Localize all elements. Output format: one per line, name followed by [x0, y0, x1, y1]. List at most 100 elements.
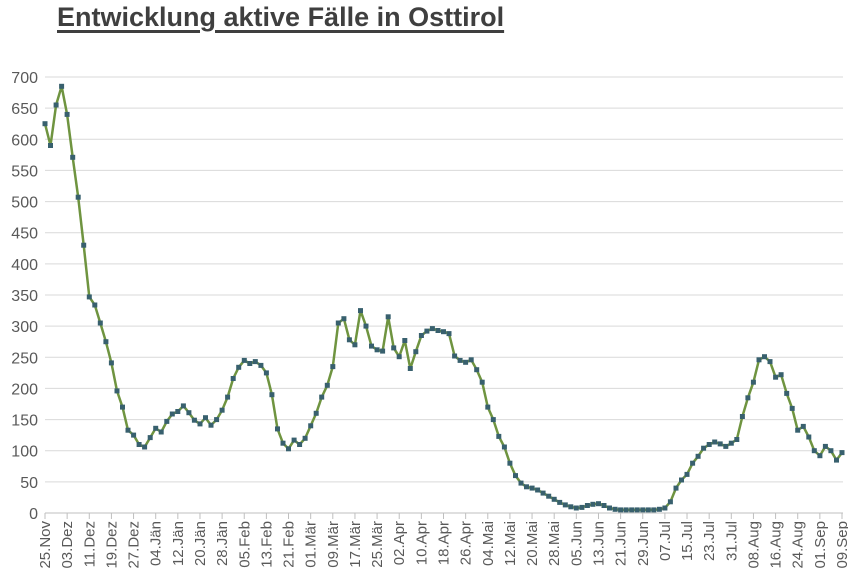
x-tick-label: 24.Aug [790, 521, 807, 569]
data-point-marker [191, 417, 197, 423]
data-point-marker [269, 392, 275, 398]
data-point-marker [53, 102, 59, 108]
x-tick-label: 21.Jun [613, 521, 630, 566]
data-point-marker [607, 505, 612, 511]
data-point-marker [728, 440, 734, 446]
data-point-marker [518, 480, 524, 486]
data-point-marker [490, 417, 496, 423]
data-point-marker [546, 493, 552, 499]
data-point-marker [352, 342, 358, 348]
data-point-marker [258, 362, 264, 368]
x-tick-label: 05.Jun [568, 521, 585, 566]
data-point-marker [81, 242, 87, 248]
data-point-marker [496, 433, 502, 439]
data-point-marker [540, 490, 546, 496]
x-axis-ticks [44, 513, 843, 519]
data-point-marker [690, 460, 696, 466]
data-point-marker [712, 439, 718, 445]
data-point-marker [750, 379, 756, 385]
data-point-marker [468, 357, 474, 363]
data-point-marker [618, 507, 624, 513]
x-tick-label: 26.Apr [458, 521, 475, 565]
data-point-marker [219, 407, 225, 413]
data-point-marker [335, 320, 341, 326]
data-point-marker [48, 143, 53, 148]
data-point-marker [197, 421, 203, 427]
data-point-marker [629, 507, 635, 513]
data-point-marker [706, 442, 712, 447]
data-point-marker [92, 302, 98, 308]
data-point-marker [573, 505, 579, 511]
data-point-marker [142, 444, 148, 450]
y-axis-labels: 0 50 100 150 200 250 300 350 400 450 500 550 600 650 7… [11, 70, 38, 523]
y-tick-label: 600 [11, 132, 38, 149]
data-point-marker [513, 473, 518, 479]
data-point-marker [153, 425, 159, 431]
data-point-marker [252, 359, 258, 365]
x-tick-label: 10.Apr [413, 521, 430, 565]
data-point-marker [507, 460, 513, 466]
data-point-marker [745, 395, 751, 401]
data-point-marker [86, 294, 92, 300]
x-tick-label: 13.Jun [590, 521, 607, 566]
y-tick-label: 650 [11, 101, 38, 118]
data-point-marker [667, 499, 673, 505]
data-point-marker [114, 388, 120, 394]
y-tick-label: 400 [11, 257, 38, 274]
data-point-marker [762, 354, 767, 360]
data-point-marker [125, 427, 131, 433]
x-tick-label: 04.Jän [148, 521, 165, 566]
y-tick-label: 200 [11, 381, 38, 398]
y-tick-label: 450 [11, 226, 38, 243]
x-tick-label: 28.Jän [214, 521, 231, 566]
data-point-marker [147, 435, 153, 441]
data-point-marker [42, 121, 48, 127]
x-tick-label: 04.Mai [480, 521, 497, 566]
data-point-marker [645, 507, 651, 513]
data-point-marker [474, 367, 480, 373]
data-point-marker [562, 502, 568, 508]
chart-title: Entwicklung aktive Fälle in Osttirol [57, 2, 505, 32]
y-tick-label: 500 [11, 195, 38, 212]
data-point-marker [302, 435, 308, 441]
data-point-marker [391, 345, 397, 351]
x-tick-label: 03.Dez [59, 521, 76, 569]
data-point-marker [286, 446, 291, 452]
data-point-marker [203, 415, 208, 421]
x-tick-label: 29.Jun [635, 521, 652, 566]
data-point-marker [429, 326, 435, 332]
data-point-marker [584, 503, 590, 508]
data-point-marker [773, 374, 779, 380]
data-point-marker [402, 338, 408, 343]
x-tick-label: 19.Dez [103, 521, 120, 569]
x-tick-label: 31.Jul [723, 521, 740, 561]
data-point-marker [551, 496, 557, 502]
y-tick-label: 50 [20, 475, 38, 492]
data-point-marker [208, 422, 214, 428]
data-point-marker [634, 507, 640, 513]
data-point-marker [739, 414, 745, 419]
data-point-marker [811, 448, 817, 454]
data-point-marker [485, 404, 491, 410]
x-tick-label: 15.Jul [679, 521, 696, 561]
x-tick-label: 27.Dez [126, 521, 143, 569]
x-tick-label: 21.Feb [281, 521, 298, 568]
x-tick-label: 20.Jän [192, 521, 209, 566]
data-point-marker [524, 484, 529, 490]
y-tick-label: 150 [11, 413, 38, 430]
data-point-marker [247, 361, 253, 366]
data-point-marker [834, 457, 839, 463]
x-tick-label: 09.Sep [834, 521, 848, 569]
y-tick-label: 0 [29, 506, 38, 523]
x-tick-label: 12.Jän [170, 521, 187, 566]
x-tick-label: 07.Jul [657, 521, 674, 561]
data-point-marker [413, 349, 419, 355]
data-point-marker [330, 364, 336, 370]
data-point-marker [529, 485, 535, 491]
data-point-marker [673, 485, 679, 491]
data-point-marker [463, 359, 469, 365]
data-point-marker [64, 111, 70, 117]
data-point-marker [817, 453, 823, 459]
data-point-marker [275, 426, 280, 432]
gridlines [45, 76, 843, 483]
